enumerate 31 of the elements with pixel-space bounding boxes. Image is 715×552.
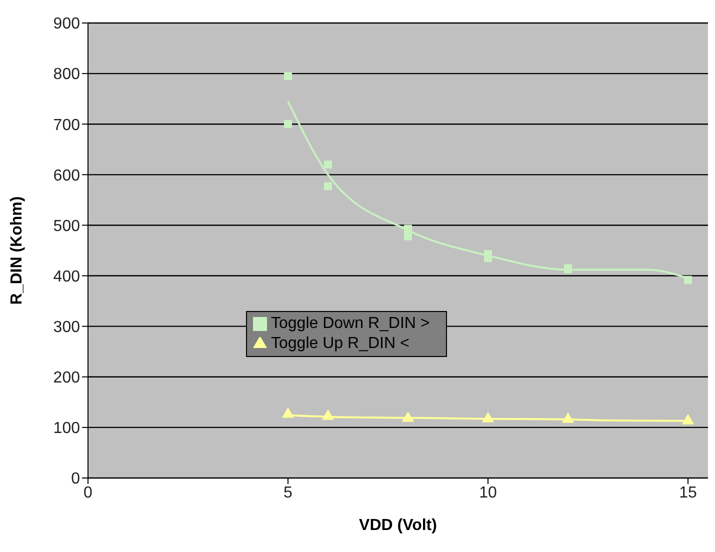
y-tick-label: 800 — [53, 66, 80, 84]
y-tick-label: 600 — [53, 167, 80, 184]
point — [324, 182, 332, 190]
point — [682, 414, 694, 424]
point — [684, 276, 692, 284]
x-tick-label: 5 — [284, 484, 293, 502]
point — [404, 232, 412, 240]
point — [402, 411, 414, 422]
y-tick-label: 200 — [53, 370, 80, 387]
point — [562, 412, 574, 423]
y-tick-label: 300 — [53, 319, 80, 336]
point — [282, 407, 294, 418]
x-tick-label: 0 — [84, 484, 93, 502]
y-tick-label: 0 — [71, 470, 80, 488]
point — [324, 160, 332, 169]
point — [404, 224, 412, 233]
x-tick-label: 15 — [679, 484, 697, 502]
point — [482, 412, 494, 422]
y-tick-label: 100 — [53, 420, 80, 438]
point — [284, 72, 292, 80]
y-tick-label: 500 — [53, 218, 80, 235]
y-tick-label: 700 — [53, 116, 80, 134]
point — [322, 409, 334, 420]
x-axis-title: VDD (Volt) — [359, 517, 437, 534]
y-tick-label: 400 — [53, 268, 80, 286]
y-tick-label: 900 — [53, 16, 80, 33]
y-axis-title: R_DIN (Kohm) — [8, 196, 26, 305]
x-tick-label: 10 — [479, 484, 497, 502]
legend-label: Toggle Down R_DIN > — [271, 315, 430, 332]
point — [284, 120, 292, 128]
legend-label: Toggle Up R_DIN < — [271, 335, 410, 352]
